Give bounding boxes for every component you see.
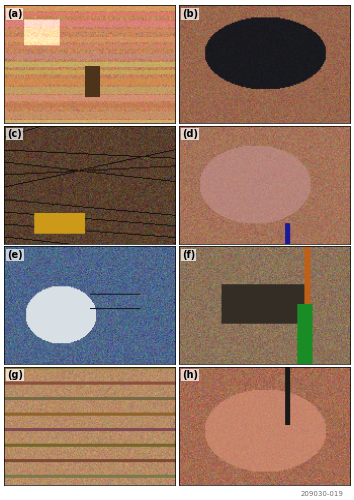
Text: 209030-019: 209030-019 (301, 492, 343, 498)
Text: (d): (d) (182, 129, 198, 139)
Text: (g): (g) (7, 370, 23, 380)
Text: (e): (e) (7, 250, 23, 260)
Text: (c): (c) (7, 129, 22, 139)
Text: (h): (h) (182, 370, 198, 380)
Text: (a): (a) (7, 8, 22, 18)
Text: (b): (b) (182, 8, 198, 18)
Text: (f): (f) (182, 250, 195, 260)
